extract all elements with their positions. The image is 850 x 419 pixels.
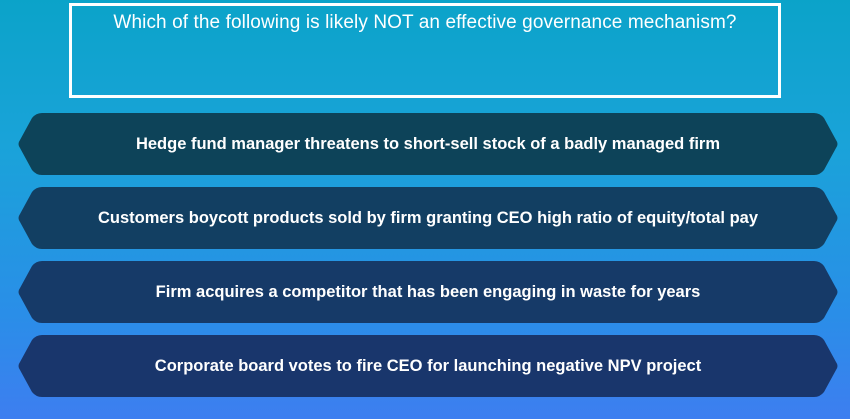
answer-shape-path	[18, 187, 838, 249]
answer-label: Hedge fund manager threatens to short-se…	[135, 134, 721, 153]
answer-list: Hedge fund manager threatens to short-se…	[18, 113, 838, 409]
answer-shape-path	[18, 335, 838, 397]
question-text: Which of the following is likely NOT an …	[113, 12, 737, 33]
answer-shape	[18, 187, 838, 249]
answer-option-4[interactable]: Corporate board votes to fire CEO for la…	[18, 335, 838, 397]
answer-shape	[18, 261, 838, 323]
question-box: Which of the following is likely NOT an …	[69, 3, 781, 98]
answer-option-3[interactable]: Firm acquires a competitor that has been…	[18, 261, 838, 323]
answer-shape-path	[18, 113, 838, 175]
answer-option-2[interactable]: Customers boycott products sold by firm …	[18, 187, 838, 249]
answer-shape-path	[18, 261, 838, 323]
answer-option-1[interactable]: Hedge fund manager threatens to short-se…	[18, 113, 838, 175]
answer-shape	[18, 113, 838, 175]
answer-shape	[18, 335, 838, 397]
answer-label: Customers boycott products sold by firm …	[97, 208, 759, 227]
answer-label: Corporate board votes to fire CEO for la…	[154, 356, 702, 375]
answer-label: Firm acquires a competitor that has been…	[155, 282, 701, 301]
